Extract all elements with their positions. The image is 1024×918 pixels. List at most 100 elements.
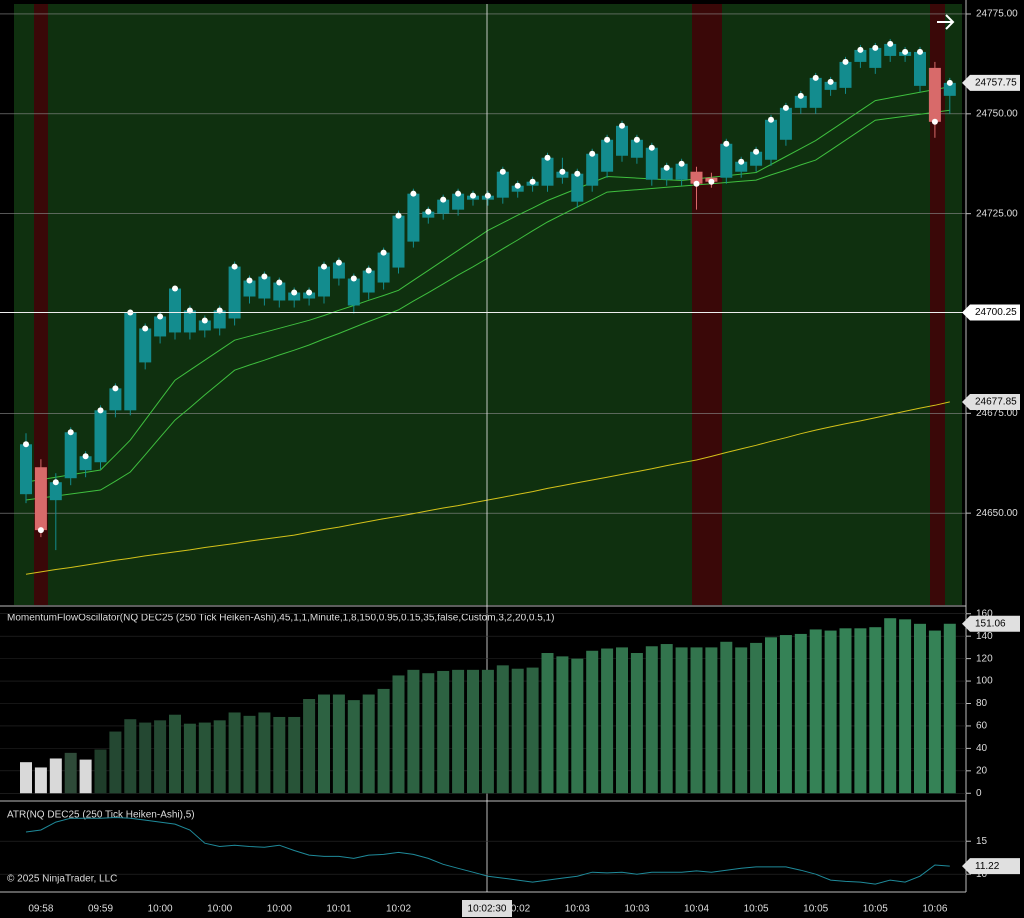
close-dot — [902, 48, 909, 55]
bar — [49, 758, 62, 794]
bar — [601, 648, 614, 794]
x-tick-label: 10:01 — [326, 904, 351, 915]
candle-body — [675, 163, 688, 180]
candle-body — [124, 312, 137, 411]
candle-body — [243, 280, 256, 297]
candle-body — [94, 410, 107, 463]
bar — [198, 722, 211, 794]
close-dot — [917, 48, 923, 55]
close-dot — [529, 178, 536, 185]
x-tick-label: 10:05 — [803, 904, 828, 915]
bar — [630, 653, 643, 794]
close-dot — [291, 289, 298, 296]
candle-body — [347, 278, 360, 306]
candle-body — [928, 67, 941, 122]
moving-average — [25, 109, 950, 501]
close-dot — [37, 527, 44, 534]
y-tick-label: 24750.00 — [976, 108, 1018, 119]
bar — [779, 635, 792, 794]
close-dot — [514, 182, 521, 189]
candle-body — [198, 320, 211, 331]
close-dot — [842, 58, 849, 65]
x-tick-label: 10:00 — [148, 904, 173, 915]
bar — [79, 759, 92, 794]
bar — [154, 720, 167, 794]
candle-body — [109, 388, 122, 411]
crosshair-time: 10:02:30 — [468, 904, 507, 915]
y-tick-label: 24725.00 — [976, 208, 1018, 219]
close-dot — [470, 192, 476, 199]
bar — [392, 675, 405, 794]
close-dot — [946, 79, 953, 86]
price-marker: 24677.85 — [962, 393, 1020, 410]
y-tick-label: 140 — [976, 631, 993, 642]
indicator-title: ATR(NQ DEC25 (250 Tick Heiken-Ashi),5) — [7, 810, 195, 821]
bar — [884, 618, 897, 794]
close-dot — [723, 140, 730, 147]
close-dot — [678, 160, 685, 167]
bar — [943, 623, 956, 794]
marker-label: 24757.75 — [975, 78, 1017, 89]
candle-body — [839, 61, 852, 88]
close-dot — [23, 441, 29, 448]
x-tick-label: 10:00 — [207, 904, 232, 915]
bar — [467, 669, 479, 794]
marker-label: 24677.85 — [975, 397, 1017, 408]
marker-box — [962, 858, 1020, 875]
indicator-title: MomentumFlowOscillator(NQ DEC25 (250 Tic… — [7, 613, 554, 624]
candle-body — [541, 157, 554, 186]
bar — [645, 646, 658, 794]
bar — [213, 720, 226, 794]
bar — [839, 628, 852, 794]
x-tick-label: 10:00 — [267, 904, 292, 915]
close-dot — [82, 453, 89, 460]
close-dot — [365, 267, 372, 274]
candle-body — [779, 107, 792, 140]
y-tick-label: 160 — [976, 608, 993, 619]
bar — [690, 647, 703, 794]
bar — [288, 716, 301, 794]
bar — [332, 694, 345, 794]
price-marker: 11.22 — [962, 858, 1020, 875]
close-dot — [872, 44, 879, 51]
close-dot — [97, 407, 104, 414]
marker-box — [962, 74, 1020, 91]
crosshair-time-box — [462, 900, 512, 917]
y-tick-label: 10 — [976, 869, 988, 880]
candle-body — [809, 77, 822, 108]
bar — [809, 629, 822, 794]
candle-body — [630, 139, 643, 158]
close-dot — [663, 164, 670, 171]
candle-body — [452, 193, 465, 210]
close-dot — [782, 104, 789, 111]
close-dot — [812, 74, 819, 81]
bar — [899, 619, 912, 794]
bar — [318, 694, 330, 794]
x-tick-label: 09:58 — [28, 904, 53, 915]
bar — [928, 630, 941, 794]
scroll-arrow[interactable] — [937, 14, 955, 30]
close-dot — [395, 212, 402, 219]
close-dot — [425, 208, 432, 215]
bar — [347, 700, 360, 794]
close-dot — [201, 317, 208, 324]
x-tick-label: 10:05 — [863, 904, 888, 915]
candle-body — [362, 270, 375, 293]
bar — [303, 699, 316, 794]
candle-body — [645, 147, 658, 180]
candle-body — [854, 49, 867, 62]
candle-body — [869, 47, 882, 68]
bar — [571, 658, 584, 794]
close-dot — [604, 136, 611, 143]
session-band — [930, 4, 945, 605]
bar — [273, 716, 286, 794]
candle-body — [571, 173, 584, 202]
x-tick-label: 10:06 — [922, 904, 947, 915]
bar — [824, 630, 837, 794]
y-tick-label: 24650.00 — [976, 508, 1018, 519]
close-dot — [261, 273, 268, 280]
y-tick-label: 20 — [976, 765, 988, 776]
candle-body — [750, 151, 763, 166]
x-tick-label: 10:03 — [565, 904, 590, 915]
